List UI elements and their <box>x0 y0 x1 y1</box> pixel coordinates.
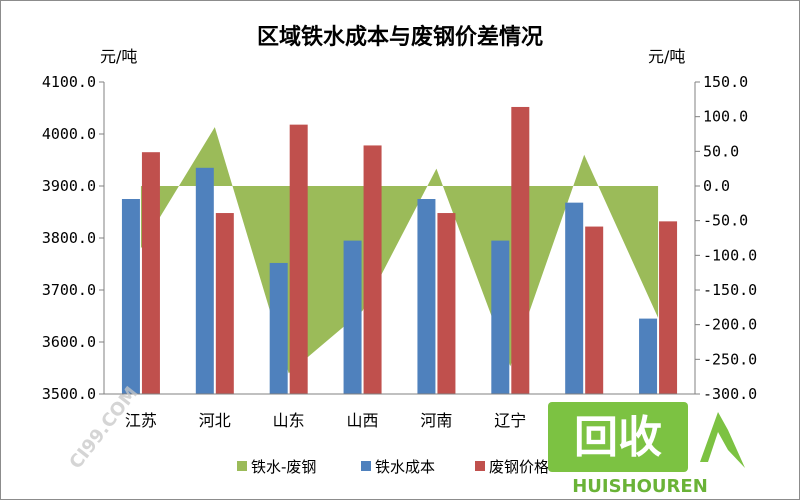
legend-swatch <box>475 461 485 471</box>
y2-tick-label: -100.0 <box>703 246 757 264</box>
bar-tieshui-chengben-2 <box>269 262 288 394</box>
x-tick-label: 辽宁 <box>494 411 526 430</box>
legend: 铁水-废钢 铁水成本 废钢价格 <box>237 458 549 476</box>
legend-swatch <box>361 461 371 471</box>
bar-feigang-jiage-5 <box>511 106 530 395</box>
plot-area: 4100.0 4000.0 3900.0 3800.0 3700.0 3600.0 3500… <box>42 73 757 430</box>
bar-feigang-jiage-1 <box>215 213 234 394</box>
y2-tick-label: -50.0 <box>703 212 748 230</box>
bar-feigang-jiage-2 <box>289 124 308 394</box>
y2-tick-label: 50.0 <box>703 142 739 160</box>
bar-feigang-jiage-3 <box>363 145 382 394</box>
y-tick-label: 4000.0 <box>42 125 96 143</box>
y-tick-label: 3600.0 <box>42 333 96 351</box>
watermark-logo-block <box>548 402 688 472</box>
bar-tieshui-chengben-3 <box>343 240 362 394</box>
watermark-logo-mark <box>700 412 745 468</box>
bar-feigang-jiage-4 <box>437 213 456 394</box>
bar-feigang-jiage-0 <box>141 152 160 394</box>
y2-tick-label: -200.0 <box>703 316 757 334</box>
y2-tick-label: 0.0 <box>703 177 730 195</box>
y2-tick-label: -300.0 <box>703 385 757 403</box>
bar-feigang-jiage-6 <box>585 226 604 394</box>
legend-label: 铁水-废钢 <box>251 458 316 476</box>
watermark-logo-en: HUISHOUREN <box>572 476 708 497</box>
bar-tieshui-chengben-5 <box>491 240 510 394</box>
y-tick-label: 4100.0 <box>42 73 96 91</box>
bar-tieshui-chengben-4 <box>417 199 436 394</box>
y-axis-unit: 元/吨 <box>100 47 137 66</box>
bar-tieshui-chengben-6 <box>565 202 584 394</box>
y-tick-label: 3900.0 <box>42 177 96 195</box>
bar-feigang-jiage-7 <box>659 221 678 394</box>
x-tick-label: 河北 <box>199 411 231 430</box>
x-tick-label: 山西 <box>347 411 379 430</box>
chart-title: 区域铁水成本与废钢价差情况 <box>257 24 543 50</box>
bar-tieshui-chengben-1 <box>195 167 214 394</box>
x-tick-label: 江苏 <box>125 411 157 430</box>
bar-tieshui-chengben-0 <box>121 199 140 394</box>
bar-tieshui-chengben-7 <box>639 318 658 394</box>
legend-label: 废钢价格 <box>489 458 549 476</box>
y-tick-label: 3500.0 <box>42 385 96 403</box>
y2-axis-unit: 元/吨 <box>648 47 685 66</box>
y2-tick-label: -150.0 <box>703 281 757 299</box>
x-tick-label: 山东 <box>273 411 305 430</box>
x-tick-label: 河南 <box>420 411 452 430</box>
watermark-logo-cn: 回收 <box>574 412 662 463</box>
y-tick-label: 3700.0 <box>42 281 96 299</box>
y2-tick-label: 150.0 <box>703 73 748 91</box>
legend-swatch <box>237 461 247 471</box>
y2-tick-label: 100.0 <box>703 108 748 126</box>
y-tick-label: 3800.0 <box>42 229 96 247</box>
y2-tick-label: -250.0 <box>703 350 757 368</box>
legend-label: 铁水成本 <box>375 458 435 476</box>
